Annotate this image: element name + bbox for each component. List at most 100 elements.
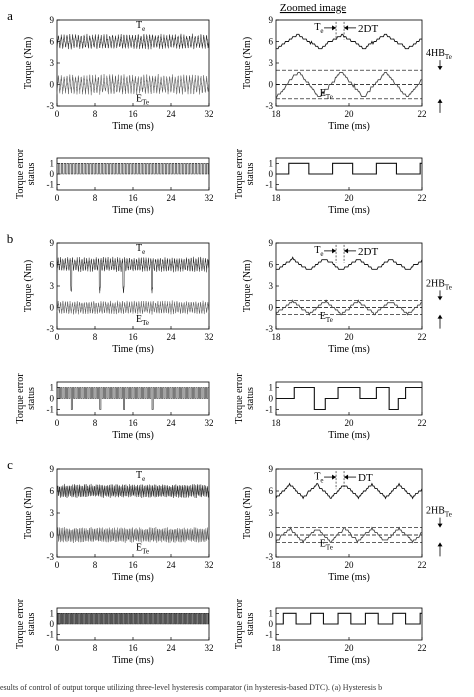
panel-a-full-status-ylabel: Torque error <box>15 148 26 199</box>
panel-c-zoom-status-xtick-label: 18 <box>272 643 282 653</box>
panel-c-full-status-xtick-label: 32 <box>205 643 214 653</box>
panel-b-full-status-xtick-label: 32 <box>205 418 214 428</box>
panel-a-zoom-status-ylabel: Torque error <box>234 148 245 199</box>
panel-b-full-status-ytick-label: -1 <box>47 405 55 415</box>
panel-c-full-frame <box>56 468 210 558</box>
panel-b-full-xlabel: Time (ms) <box>112 344 154 355</box>
panel-a-full-status-xlabel: Time (ms) <box>112 205 154 216</box>
panel-letter-b: b <box>7 231 14 246</box>
panel-c-zoom-ylabel: Torque (Nm) <box>242 487 253 539</box>
panel-b-full-status-xtick-label: 0 <box>55 418 60 428</box>
panel-a-zoom-status-xtick-label: 22 <box>418 193 427 203</box>
panel-c-full-xtick-label: 0 <box>55 560 60 570</box>
panel-a-full-status-ytick-label: 0 <box>50 169 55 179</box>
panel-b-dt-arrowhead-left <box>332 248 337 254</box>
panel-c-zoom-status-ytick-label: 1 <box>269 608 274 618</box>
panel-b-full-ytick-label: 9 <box>50 238 55 248</box>
panel-c-zoom-ytick-label: 3 <box>269 508 274 518</box>
panel-c-full-status-ytick-label: -1 <box>47 630 55 640</box>
panel-b-zoom-xlabel: Time (ms) <box>328 344 370 355</box>
panel-c-full-ytick-label: 6 <box>50 486 55 496</box>
panel-b-te-label: Te <box>136 243 145 256</box>
panel-b-zoom-status-xtick-label: 22 <box>418 418 427 428</box>
panel-b-dt-label: 2DT <box>358 246 378 258</box>
panel-a-full-status-xtick-label: 32 <box>205 193 214 203</box>
panel-c-full-status-xtick-label: 16 <box>129 643 139 653</box>
panel-c-dt-label: DT <box>358 472 373 484</box>
panel-b-full-line-e-te <box>56 300 210 315</box>
panel-b-zoom-status-status-steps <box>276 386 422 411</box>
panel-a-hb-arrowhead-top <box>437 66 443 71</box>
panel-c-zoom-frame <box>275 468 423 558</box>
panel-c-full-xtick-label: 24 <box>167 560 177 570</box>
panel-b-zoom-ete-label: ETe <box>320 311 333 324</box>
panel-c-hb-arrowhead-top <box>437 523 443 528</box>
panel-c-full-status-xtick-label: 8 <box>93 643 98 653</box>
panel-a-full-status-xtick-label: 24 <box>167 193 177 203</box>
panel-c-full-ytick-label: 0 <box>50 530 55 540</box>
panel-b-full-xtick-label: 24 <box>167 332 177 342</box>
panel-b-hb-arrowhead-bottom <box>437 314 443 319</box>
panel-b-hb-arrowhead-top <box>437 296 443 301</box>
panel-a-zoom-ete-label: ETe <box>320 88 333 101</box>
panel-a-zoom-status-xlabel: Time (ms) <box>328 205 370 216</box>
panel-b-full-xtick-label: 8 <box>93 332 98 342</box>
panel-c-full-line-t-e <box>56 483 210 499</box>
panel-c-dt-arrowhead-right <box>344 474 349 480</box>
panel-c-zoom-status-status-steps <box>276 612 422 625</box>
panel-c-zoom-te-label: Te <box>314 471 323 484</box>
panel-c-zoom-line-e-te <box>275 526 422 544</box>
panel-c-zoom-line-t-e <box>275 482 423 500</box>
panel-a-zoom-frame <box>275 19 423 107</box>
panel-a-full-ytick-label: -3 <box>47 101 55 111</box>
panel-b-zoom-ylabel: Torque (Nm) <box>242 260 253 312</box>
panel-c-full-xtick-label: 8 <box>93 560 98 570</box>
panel-c-full-ylabel: Torque (Nm) <box>23 487 34 539</box>
panel-a-hb-label: 4HBTe <box>426 48 452 61</box>
panel-letter-a: a <box>7 8 13 23</box>
zoomed-image-title: Zoomed image <box>280 2 346 14</box>
panel-c-zoom-ytick-label: -3 <box>266 552 274 562</box>
panel-b-zoom-ytick-label: 9 <box>269 238 274 248</box>
panel-a-zoom-status-xtick-label: 18 <box>272 193 282 203</box>
panel-a-full-ytick-label: 6 <box>50 37 55 47</box>
panel-b-zoom-status-ylabel-2: status <box>245 387 256 410</box>
panel-a-hb-arrowhead-bottom <box>437 98 443 103</box>
panel-a-full-ytick-label: 9 <box>50 15 55 25</box>
panel-b-zoom-status-ylabel: Torque error <box>234 373 245 424</box>
panel-c-zoom-xtick-label: 20 <box>345 560 355 570</box>
panel-c-zoom-status-xlabel: Time (ms) <box>328 655 370 666</box>
panel-b-dt-arrowhead-right <box>344 248 349 254</box>
panel-a-full-xtick-label: 16 <box>129 109 139 119</box>
panel-a-full-status-ylabel-2: status <box>26 163 37 186</box>
panel-c-te-label: Te <box>136 470 145 483</box>
panel-b-zoom-status-xlabel: Time (ms) <box>328 430 370 441</box>
panel-b-zoom-ytick-label: 6 <box>269 260 274 270</box>
panel-b-full-xtick-label: 16 <box>129 332 139 342</box>
panel-c-full-status-ylabel-2: status <box>26 613 37 636</box>
panel-a-zoom-status-ytick-label: -1 <box>266 180 274 190</box>
panel-b-full-status-ylabel: Torque error <box>15 373 26 424</box>
panel-b-full-line-t-e <box>56 256 210 294</box>
panel-c-zoom-status-xtick-label: 22 <box>418 643 427 653</box>
panel-a-full-status-ytick-label: -1 <box>47 180 55 190</box>
panel-a-full-status-xtick-label: 0 <box>55 193 60 203</box>
panel-a-zoom-status-ytick-label: 0 <box>269 169 274 179</box>
panel-c-hb-label: 2HBTe <box>426 506 452 519</box>
panel-b-zoom-ytick-label: 0 <box>269 303 274 313</box>
panel-c-full-line-e-te <box>56 526 210 544</box>
panel-a-zoom-status-xtick-label: 20 <box>345 193 355 203</box>
panel-a-dt-arrowhead-left <box>332 25 337 31</box>
panel-b-zoom-ytick-label: 3 <box>269 281 274 291</box>
panel-b-zoom-xtick-label: 20 <box>345 332 355 342</box>
panel-a-full-xlabel: Time (ms) <box>112 121 154 132</box>
panel-c-full-status-xlabel: Time (ms) <box>112 655 154 666</box>
panel-a-zoom-ytick-label: 0 <box>269 80 274 90</box>
panel-a-te-label: Te <box>136 20 145 33</box>
panel-b-full-status-xtick-label: 8 <box>93 418 98 428</box>
panel-a-full-xtick-label: 8 <box>93 109 98 119</box>
panel-c-full-status-ylabel: Torque error <box>15 598 26 649</box>
panel-a-zoom-ytick-label: 9 <box>269 15 274 25</box>
caption-fragment: esults of control of output torque utili… <box>0 683 382 692</box>
